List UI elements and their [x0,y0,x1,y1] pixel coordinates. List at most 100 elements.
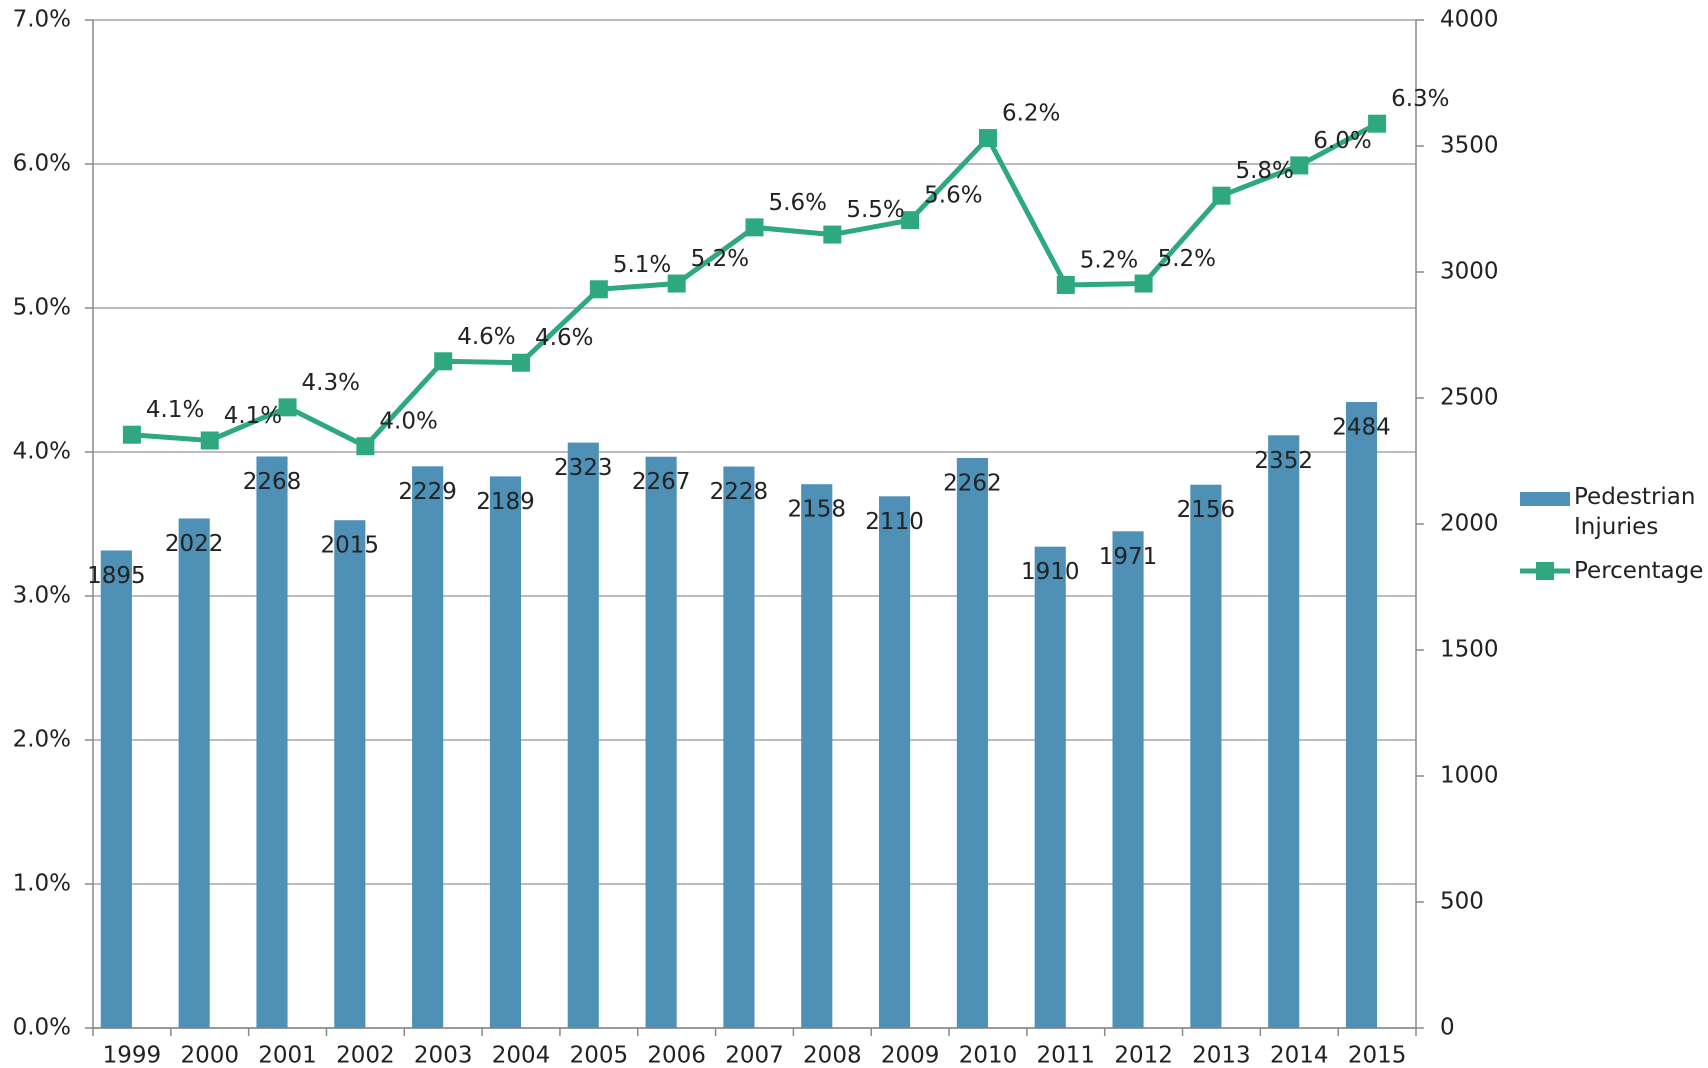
line-value-label: 4.1% [146,397,204,423]
line-value-label: 4.3% [302,370,360,396]
bar [1190,484,1222,1028]
line-marker [434,352,453,371]
y-tick-label: 5.0% [13,295,71,321]
line-marker [823,225,842,244]
bar [879,496,911,1028]
bar-value-label: 2268 [243,469,302,495]
legend-label: Pedestrian Injuries [1574,484,1696,540]
legend-swatch [1520,562,1570,580]
legend-swatch-marker [1536,562,1554,580]
line [131,121,1379,450]
bar [256,456,288,1028]
bar-value-label: 2022 [165,531,224,557]
x-tick-label: 2015 [1348,1043,1407,1068]
bar [178,518,210,1028]
line-marker [1056,275,1075,294]
line-value-label: 5.8% [1235,158,1293,184]
line-value-label: 6.0% [1313,128,1371,154]
y-tick-label: 3.0% [13,583,71,609]
bar-value-label: 2158 [787,497,846,523]
bar-value-label: 2352 [1254,448,1313,474]
line-value-label: 5.6% [924,183,982,209]
line-marker [200,431,219,450]
x-tick-label: 2004 [492,1043,551,1068]
y-tick-label: 1.0% [13,871,71,897]
bar [334,520,366,1028]
line-value-label: 4.1% [224,403,282,429]
y2-tick-label: 0 [1440,1015,1455,1041]
y2-tick-label: 2500 [1440,385,1499,411]
x-tick-label: 2010 [959,1043,1018,1068]
x-tick-label: 2013 [1192,1043,1251,1068]
line-marker [356,437,375,456]
line-value-label: 6.3% [1391,86,1449,112]
bar [801,484,833,1029]
bar [489,476,522,1028]
line-value-label: 5.2% [1080,247,1138,273]
line-marker [512,353,531,372]
y-tick-label: 0.0% [13,1015,71,1041]
x-tick-label: 2012 [1114,1043,1173,1068]
bar-value-label: 2484 [1332,415,1391,441]
x-tick-label: 2005 [570,1043,629,1068]
line-value-label: 5.2% [691,246,749,272]
bar [412,466,444,1028]
bar-value-label: 1895 [87,563,146,589]
line-value-label: 4.6% [535,325,593,351]
y-tick-label: 4.0% [13,439,71,465]
bar [100,550,132,1028]
bar [1112,531,1144,1028]
bar-value-label: 2262 [943,470,1002,496]
x-tick-label: 2009 [881,1043,940,1068]
line-value-label: 4.6% [457,324,515,350]
x-tick-label: 2008 [803,1043,862,1068]
bar-value-label: 2267 [632,469,691,495]
y2-tick-label: 4000 [1440,7,1499,33]
line-value-label: 5.5% [846,197,904,223]
line-marker [1212,186,1231,205]
line-marker [978,129,997,148]
bar-value-label: 1910 [1021,559,1080,585]
x-tick-label: 2007 [725,1043,784,1068]
bar [1345,402,1378,1029]
x-tick-label: 2014 [1270,1043,1329,1068]
y2-tick-label: 3000 [1440,259,1499,285]
bar [723,466,755,1028]
line-value-label: 5.6% [769,190,827,216]
x-tick-label: 2006 [647,1043,706,1068]
legend-label: Percentage [1574,558,1704,584]
y-tick-label: 7.0% [13,7,71,33]
line-value-label: 4.0% [379,409,437,435]
y2-tick-label: 500 [1440,889,1484,915]
y2-tick-label: 1000 [1440,763,1499,789]
bar [645,456,677,1028]
x-tick-label: 2011 [1037,1043,1096,1068]
y-tick-label: 6.0% [13,151,71,177]
bar-value-label: 2229 [398,479,457,505]
bar-value-label: 2323 [554,455,613,481]
bar-value-label: 2228 [710,479,769,505]
bar [567,442,599,1028]
line-marker [1368,114,1387,133]
line-value-label: 5.1% [613,252,671,278]
line-marker [901,211,920,230]
y2-tick-label: 3500 [1440,133,1499,159]
line-value-label: 5.2% [1158,246,1216,272]
bar [1034,546,1066,1028]
legend-swatch [1520,492,1570,506]
line-marker [589,280,608,299]
bar-value-label: 2015 [321,533,380,559]
line-value-label: 6.2% [1002,101,1060,127]
bar [956,457,988,1028]
legend-swatch-bar [1520,492,1570,506]
x-tick-label: 2002 [336,1043,395,1068]
y2-tick-label: 2000 [1440,511,1499,537]
y2-tick-label: 1500 [1440,637,1499,663]
bar-value-label: 2156 [1177,497,1236,523]
line-marker [745,218,764,237]
line-marker [1134,274,1153,293]
bar [1268,435,1300,1028]
bar-value-label: 1971 [1099,544,1158,570]
line-marker [667,274,686,293]
